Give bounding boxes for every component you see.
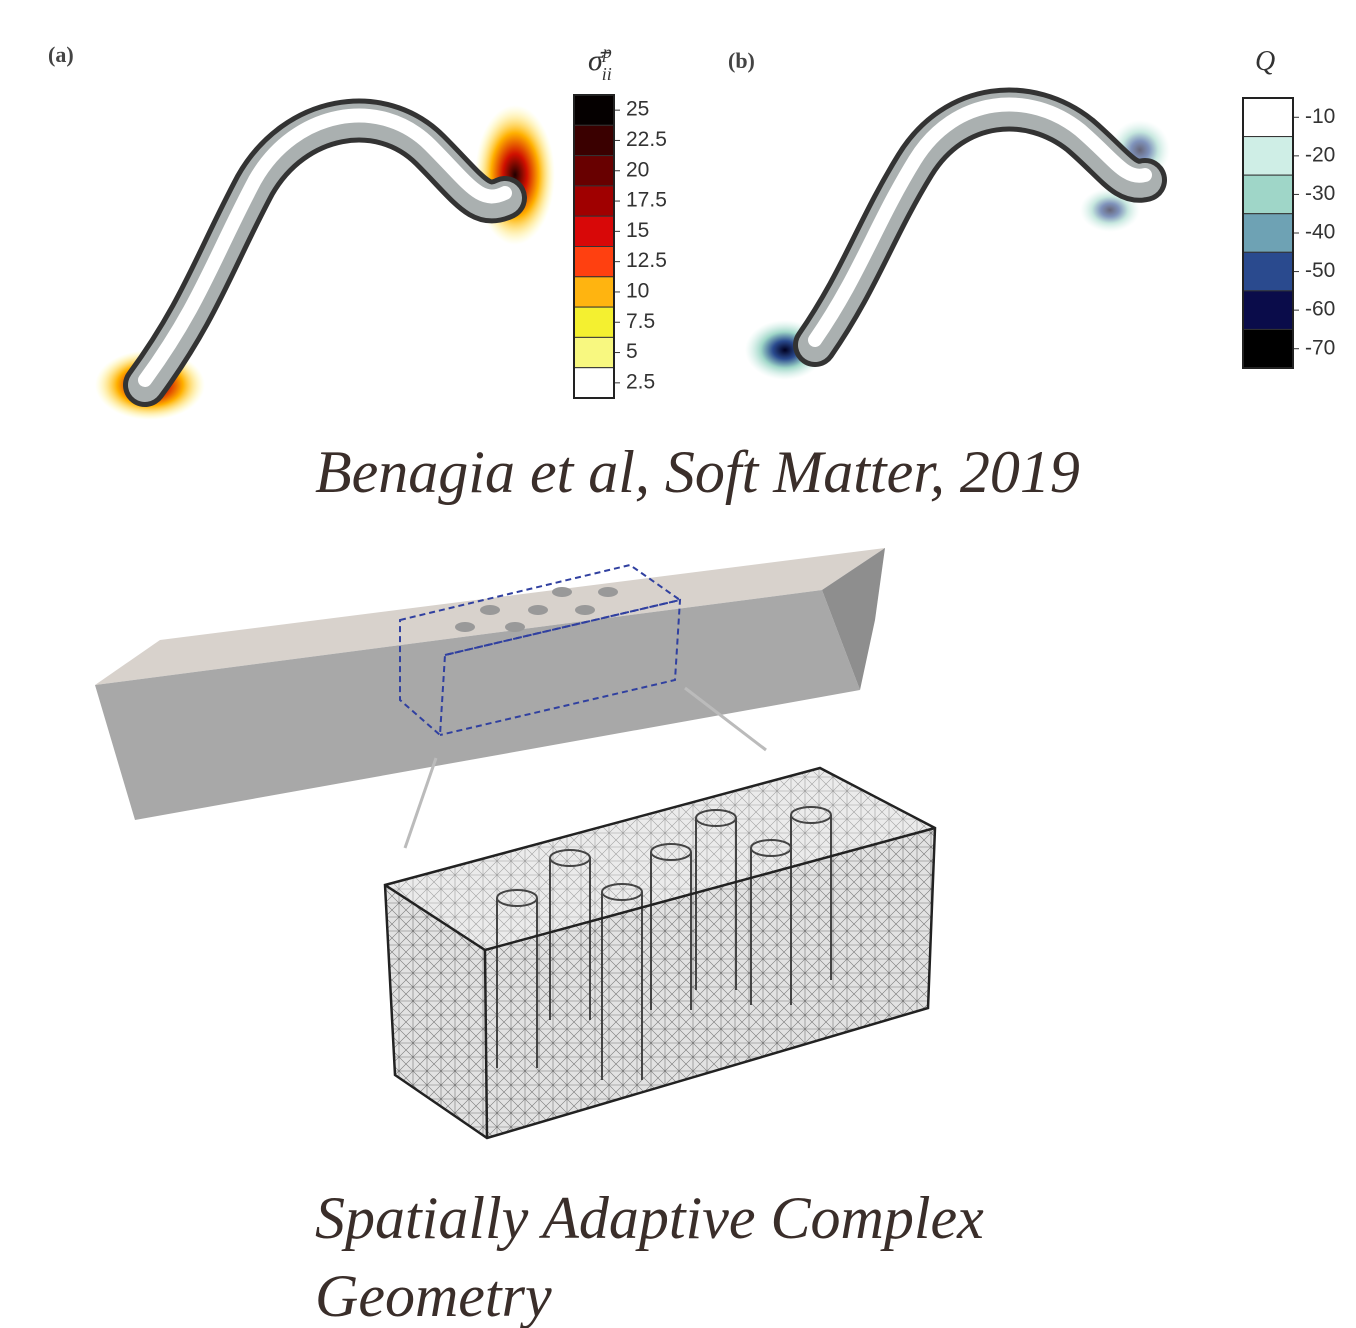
tick-label: 15 bbox=[626, 219, 649, 242]
tick-label: -40 bbox=[1305, 221, 1335, 244]
colorbar-segment bbox=[1243, 214, 1293, 253]
subscript: ii bbox=[602, 64, 612, 84]
colorbar: -10 -20 -30 -40 -50 -60 -70 bbox=[1243, 98, 1335, 368]
tick-label: 25 bbox=[626, 98, 649, 121]
colorbar: 25 22.5 20 17.5 15 12.5 10 7.5 5 2.5 bbox=[574, 95, 667, 398]
tick-label: 2.5 bbox=[626, 370, 655, 393]
tick-label: -70 bbox=[1305, 336, 1335, 359]
colorbar-segment bbox=[574, 277, 614, 307]
tick-label: 10 bbox=[626, 279, 649, 302]
colorbar-segment bbox=[1243, 98, 1293, 137]
tick-label: 22.5 bbox=[626, 128, 667, 151]
panel-label: (b) bbox=[728, 48, 755, 73]
colorbar-segment bbox=[574, 125, 614, 155]
mesh-illustration bbox=[385, 768, 935, 1138]
caption: Spatially Adaptive Complex bbox=[315, 1185, 984, 1251]
tick-label: 12.5 bbox=[626, 249, 667, 272]
tick-label: -10 bbox=[1305, 105, 1335, 128]
colorbar-segment bbox=[1243, 137, 1293, 176]
caption: Benagia et al, Soft Matter, 2019 bbox=[315, 439, 1080, 505]
tick-label: 20 bbox=[626, 158, 649, 181]
zoom-line bbox=[405, 758, 436, 848]
colorbar-segment bbox=[574, 307, 614, 337]
colorbar-segment bbox=[574, 337, 614, 367]
colorbar-segment bbox=[574, 247, 614, 277]
colorbar-segment bbox=[574, 216, 614, 246]
stress-field bbox=[475, 105, 555, 245]
superscript: p bbox=[601, 42, 612, 62]
tick-label: -20 bbox=[1305, 143, 1335, 166]
colorbar-segment bbox=[574, 95, 614, 125]
colorbar-segment bbox=[1243, 175, 1293, 214]
colorbar-segment bbox=[1243, 252, 1293, 291]
colorbar-segment bbox=[1243, 329, 1293, 368]
tick-label: 7.5 bbox=[626, 310, 655, 333]
caption: Geometry bbox=[315, 1263, 552, 1328]
panel-label: (a) bbox=[48, 42, 74, 67]
panel-b: (b) Q -10 -20 -30 -40 -50 -60 -70 bbox=[728, 46, 1335, 380]
tick-label: 17.5 bbox=[626, 189, 667, 212]
colorbar-segment bbox=[574, 368, 614, 398]
colorbar-segment bbox=[1243, 291, 1293, 330]
tick-label: -50 bbox=[1305, 259, 1335, 282]
page: (a) σ̄pii 25 22.5 20 17.5 15 12.5 10 7.5 5 2.5 (b… bbox=[0, 0, 1356, 1328]
colorbar-segment bbox=[574, 156, 614, 186]
colorbar-segment bbox=[574, 186, 614, 216]
tick-label: -60 bbox=[1305, 298, 1335, 321]
tick-label: 5 bbox=[626, 340, 638, 363]
colorbar-title: Q bbox=[1255, 46, 1275, 77]
tick-label: -30 bbox=[1305, 182, 1335, 205]
